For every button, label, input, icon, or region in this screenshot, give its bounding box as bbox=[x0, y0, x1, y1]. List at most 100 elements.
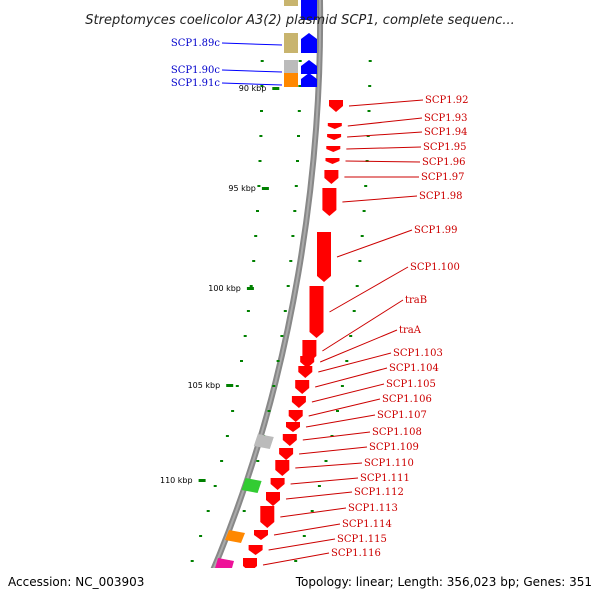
tick-dot bbox=[252, 260, 256, 262]
tick-dot bbox=[220, 460, 224, 462]
tick-dot bbox=[213, 485, 217, 487]
tick-dot bbox=[259, 135, 263, 137]
gene-arrow bbox=[298, 366, 313, 378]
label-leader bbox=[221, 82, 283, 86]
cog-box bbox=[284, 60, 298, 74]
tick-dot bbox=[298, 60, 302, 62]
gene-arrow bbox=[295, 380, 310, 394]
gene-label: SCP1.99 bbox=[414, 225, 458, 236]
gene-arrow bbox=[301, 60, 317, 74]
label-leader bbox=[299, 446, 368, 455]
tick-dot bbox=[199, 535, 203, 537]
label-leader bbox=[295, 462, 363, 469]
label-leader bbox=[280, 507, 347, 518]
tick-dot bbox=[368, 85, 372, 87]
tick-dot bbox=[276, 360, 280, 362]
label-leader bbox=[342, 195, 418, 203]
tick-dot bbox=[283, 310, 287, 312]
scale-tick bbox=[246, 287, 254, 290]
gene-arrow bbox=[309, 286, 324, 338]
gene-arrow bbox=[327, 134, 342, 140]
tick-dot bbox=[258, 160, 262, 162]
gene-arrow bbox=[286, 422, 300, 432]
gene-label: SCP1.103 bbox=[393, 348, 443, 359]
gene-arrow bbox=[326, 146, 341, 152]
gene-label: SCP1.109 bbox=[369, 442, 419, 453]
gene-arrow bbox=[282, 434, 297, 446]
tick-dot bbox=[246, 310, 250, 312]
tick-dot bbox=[298, 85, 302, 87]
scale-tick bbox=[198, 479, 206, 482]
cog-box bbox=[284, 33, 298, 53]
gene-label: SCP1.96 bbox=[422, 157, 466, 168]
gene-label: SCP1.98 bbox=[419, 191, 463, 202]
tick-dot bbox=[368, 60, 372, 62]
gene-label: traB bbox=[405, 295, 427, 306]
tick-dot bbox=[256, 460, 260, 462]
gene-label: SCP1.116 bbox=[331, 548, 381, 559]
gene-arrow bbox=[275, 460, 290, 476]
footer-background bbox=[0, 568, 600, 600]
gene-label: SCP1.97 bbox=[421, 172, 465, 183]
tick-dot bbox=[272, 385, 276, 387]
tick-dot bbox=[294, 185, 298, 187]
gene-label: SCP1.91c bbox=[171, 78, 220, 89]
gene-label: SCP1.104 bbox=[389, 363, 439, 374]
tick-dot bbox=[254, 235, 258, 237]
tick-dot bbox=[206, 510, 210, 512]
cog-box bbox=[284, 73, 298, 87]
label-leader bbox=[290, 477, 359, 485]
tick-dot bbox=[190, 560, 194, 562]
gene-label: SCP1.92 bbox=[425, 95, 469, 106]
tick-dot bbox=[349, 335, 353, 337]
gene-arrow bbox=[325, 158, 340, 164]
tick-dot bbox=[297, 110, 301, 112]
tick-dot bbox=[293, 210, 297, 212]
tick-dot bbox=[358, 260, 362, 262]
gene-label: SCP1.112 bbox=[354, 487, 404, 498]
tick-dot bbox=[243, 335, 247, 337]
gene-label: SCP1.89c bbox=[171, 38, 220, 49]
gene-arrow bbox=[322, 188, 337, 216]
gene-arrow bbox=[279, 448, 294, 460]
label-leader bbox=[329, 266, 409, 313]
gene-arrow bbox=[248, 545, 263, 555]
gene-arrow bbox=[288, 410, 303, 422]
tick-dot bbox=[280, 335, 284, 337]
gene-arrow bbox=[260, 506, 275, 528]
tick-dot bbox=[302, 535, 306, 537]
scale-label: 110 kbp bbox=[160, 476, 193, 485]
label-leader bbox=[345, 160, 421, 163]
tick-dot bbox=[257, 185, 261, 187]
tick-dot bbox=[286, 285, 290, 287]
gene-labels: SCP1.89c SCP1.90c SCP1.91c SCP1.92 SCP1.93 SC… bbox=[171, 38, 469, 566]
scale-tick bbox=[226, 384, 234, 387]
cog-box bbox=[225, 530, 245, 543]
gene-label: SCP1.115 bbox=[337, 534, 387, 545]
scale-label: 95 kbp bbox=[228, 184, 256, 193]
tick-dot bbox=[340, 385, 344, 387]
label-leader bbox=[262, 552, 330, 566]
gene-arrow bbox=[254, 530, 268, 540]
scale-tick bbox=[272, 87, 280, 90]
backbone-arc-inner bbox=[199, 0, 322, 600]
gene-arrow bbox=[291, 396, 306, 408]
tick-dot bbox=[364, 185, 368, 187]
label-leader bbox=[336, 229, 413, 258]
label-leader bbox=[346, 146, 422, 150]
label-leader bbox=[305, 414, 376, 428]
label-leader bbox=[311, 383, 385, 403]
gene-arrow bbox=[301, 33, 317, 53]
gene-label: SCP1.90c bbox=[171, 65, 220, 76]
gene-label: SCP1.94 bbox=[424, 127, 468, 138]
label-leader bbox=[221, 69, 283, 73]
label-leader bbox=[285, 491, 353, 500]
tick-dot bbox=[260, 85, 264, 87]
tick-dot bbox=[242, 510, 246, 512]
tick-dot bbox=[362, 210, 366, 212]
tick-dot bbox=[336, 410, 339, 412]
gene-arrow bbox=[329, 100, 343, 112]
topology-text: Topology: linear; Length: 356,023 bp; Ge… bbox=[295, 575, 592, 589]
gene-label: SCP1.110 bbox=[364, 458, 414, 469]
